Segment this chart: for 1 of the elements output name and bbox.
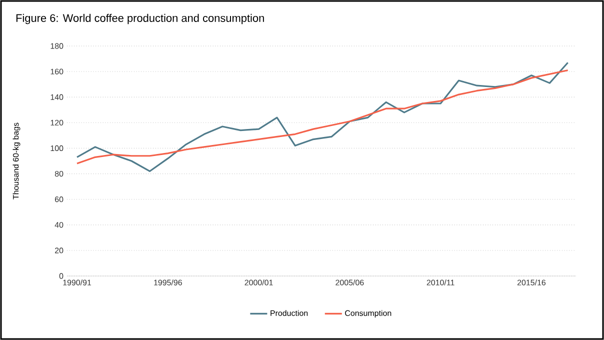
chart-title: Figure 6: World coffee production and consumption bbox=[16, 14, 264, 24]
